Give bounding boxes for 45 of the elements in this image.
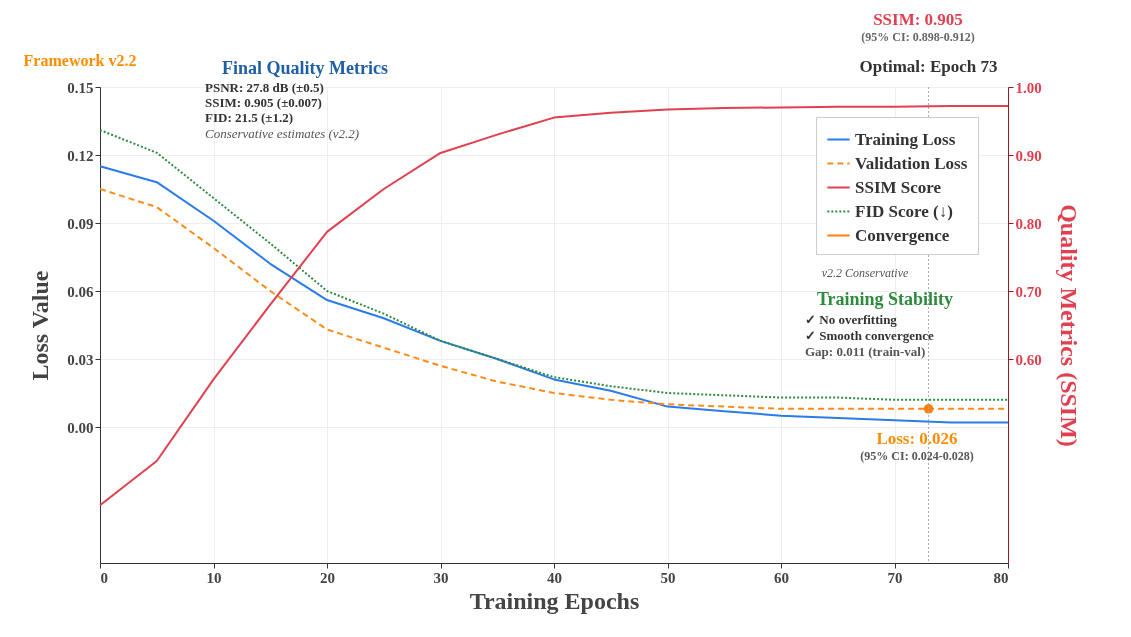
y2-axis-title: Quality Metrics (SSIM) bbox=[1055, 204, 1082, 447]
y2-tick-label: 0.90 bbox=[1015, 147, 1042, 164]
text: (95% CI: 0.898-0.912) bbox=[861, 30, 975, 44]
text: Framework v2.2 bbox=[23, 52, 137, 69]
x-tick-label: 50 bbox=[660, 569, 676, 586]
annotation: FID: 21.5 (±1.2) bbox=[205, 110, 294, 125]
annotation: Loss: 0.026 bbox=[876, 429, 958, 448]
annotation: ✓ No overfitting bbox=[805, 312, 898, 327]
legend-label: Training Loss bbox=[855, 129, 956, 149]
annotation: Conservative estimates (v2.2) bbox=[205, 126, 360, 141]
y-tick-label: 0.06 bbox=[67, 283, 94, 300]
y-tick-label: 0.15 bbox=[67, 79, 94, 96]
y-tick-label: 0.09 bbox=[67, 215, 94, 232]
x-tick-label: 60 bbox=[774, 569, 789, 586]
x-tick-label: 20 bbox=[320, 569, 335, 586]
x-tick-label: 0 bbox=[100, 569, 108, 586]
annotation: SSIM: 0.905 (±0.007) bbox=[205, 95, 322, 110]
x-tick-label: 80 bbox=[993, 569, 1009, 586]
annotation: Training Stability bbox=[816, 289, 954, 309]
legend-label: Validation Loss bbox=[855, 153, 968, 173]
annotation: (95% CI: 0.024-0.028) bbox=[860, 449, 974, 463]
x-axis-title: Training Epochs bbox=[469, 587, 640, 614]
ref-line-label: Optimal: Epoch 73 bbox=[859, 57, 998, 76]
y-tick-label: 0.03 bbox=[67, 351, 94, 368]
annotation: ✓ Smooth convergence bbox=[805, 328, 934, 343]
x-tick-label: 40 bbox=[547, 569, 562, 586]
y2-tick-label: 1.00 bbox=[1015, 79, 1042, 96]
y-tick-label: 0.00 bbox=[67, 419, 94, 436]
y2-tick-label: 0.70 bbox=[1015, 283, 1042, 300]
annotation: v2.2 Conservative bbox=[821, 266, 909, 280]
line-series bbox=[99, 129, 1009, 401]
x-tick-label: 30 bbox=[433, 569, 449, 586]
text: SSIM: 0.905 bbox=[873, 10, 963, 29]
text: Final Quality Metrics bbox=[222, 58, 388, 78]
legend-label: Convergence bbox=[855, 225, 950, 245]
legend-label: FID Score (↓) bbox=[855, 201, 953, 221]
annotation: PSNR: 27.8 dB (±0.5) bbox=[205, 80, 324, 95]
y-tick-label: 0.12 bbox=[67, 147, 94, 164]
legend-label: SSIM Score bbox=[855, 177, 942, 197]
y-axis-title: Loss Value bbox=[27, 270, 54, 381]
y2-tick-label: 0.60 bbox=[1015, 351, 1042, 368]
y2-tick-label: 0.80 bbox=[1015, 215, 1042, 232]
x-tick-label: 70 bbox=[887, 569, 903, 586]
annotation: Gap: 0.011 (train-val) bbox=[805, 344, 926, 359]
x-tick-label: 10 bbox=[206, 569, 222, 586]
